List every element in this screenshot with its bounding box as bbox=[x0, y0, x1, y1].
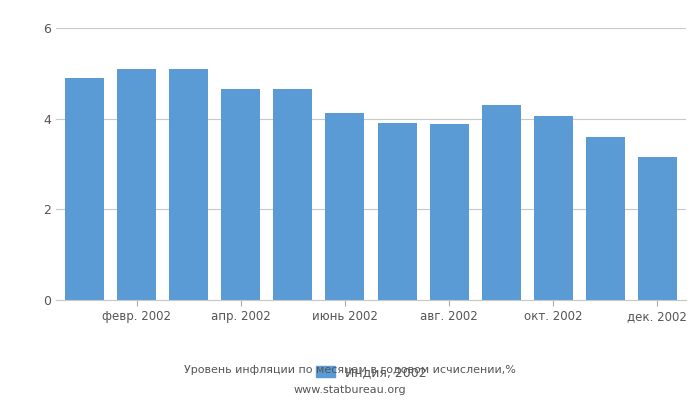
Legend: Индия, 2002: Индия, 2002 bbox=[316, 366, 426, 379]
Bar bbox=[586, 137, 625, 300]
Bar bbox=[482, 105, 521, 300]
Bar bbox=[274, 89, 312, 300]
Bar bbox=[117, 69, 156, 300]
Bar bbox=[326, 113, 365, 300]
Bar bbox=[377, 123, 416, 300]
Bar bbox=[638, 157, 677, 300]
Text: Уровень инфляции по месяцам в годовом исчислении,%: Уровень инфляции по месяцам в годовом ис… bbox=[184, 365, 516, 375]
Bar bbox=[169, 69, 209, 300]
Text: www.statbureau.org: www.statbureau.org bbox=[294, 385, 406, 395]
Bar bbox=[221, 89, 260, 300]
Bar bbox=[65, 78, 104, 300]
Bar bbox=[430, 124, 468, 300]
Bar bbox=[533, 116, 573, 300]
